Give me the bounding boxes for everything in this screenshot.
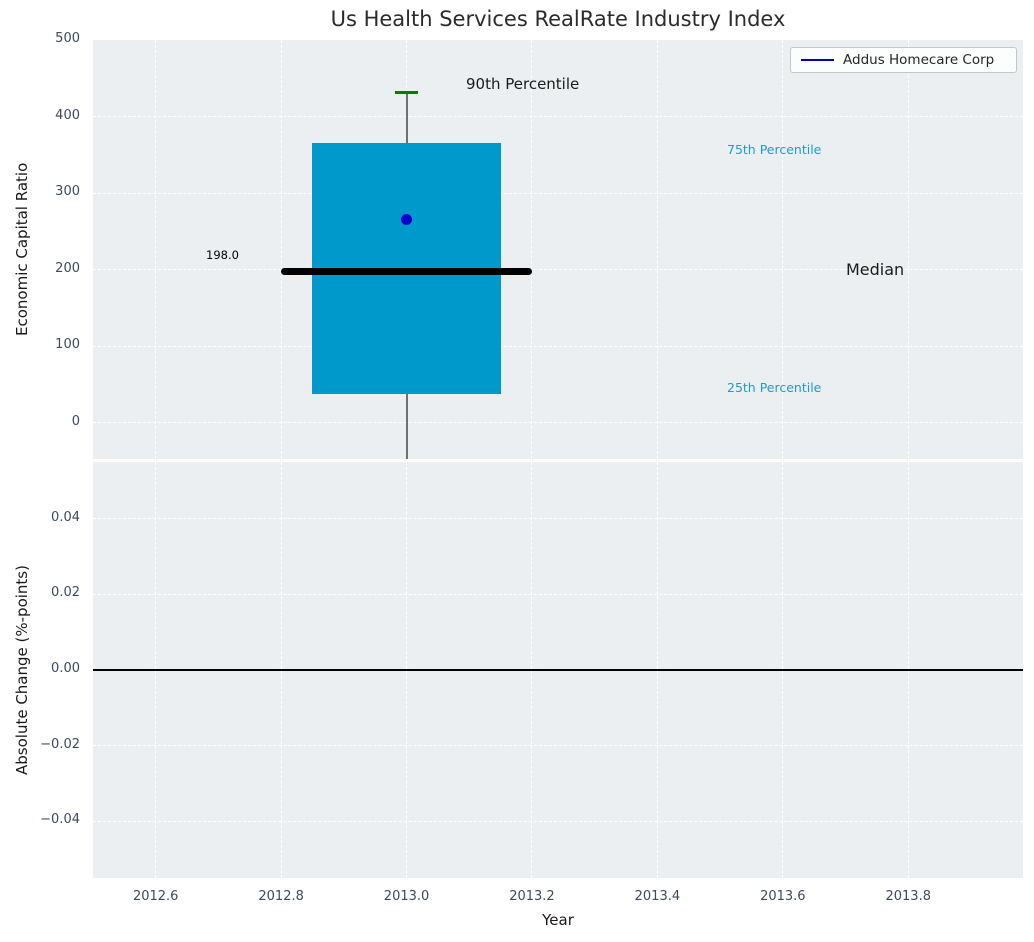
x-tick-label: 2013.2 — [509, 889, 555, 904]
x-tick-label: 2012.8 — [258, 889, 304, 904]
x-tick-label: 2012.6 — [132, 889, 179, 904]
bottom-y-tick-label: −0.02 — [40, 736, 80, 752]
median-line — [281, 267, 532, 275]
bottom-y-tick-label: 0.04 — [51, 509, 80, 525]
top-horizontal-gridline — [93, 345, 1023, 347]
x-tick-label: 2013.6 — [760, 889, 806, 904]
top-y-axis-label: Economic Capital Ratio — [13, 162, 31, 337]
bottom-plot-area — [93, 462, 1023, 878]
top-horizontal-gridline — [93, 422, 1023, 424]
top-horizontal-gridline — [93, 116, 1023, 118]
top-y-tick-label: 500 — [55, 31, 80, 46]
top-horizontal-gridline — [93, 269, 1023, 271]
top-vertical-gridline — [656, 40, 658, 459]
top-y-tick-label: 0 — [71, 413, 80, 429]
top-y-tick-label: 300 — [55, 184, 80, 200]
annotation-median: Median — [846, 260, 905, 279]
annotation-90th-percentile: 90th Percentile — [466, 75, 580, 93]
company-data-point — [401, 214, 413, 226]
bottom-y-tick-label: −0.04 — [40, 812, 80, 828]
bottom-horizontal-gridline — [93, 820, 1023, 822]
x-axis-label: Year — [542, 911, 574, 929]
x-tick-label: 2013.4 — [634, 889, 681, 904]
top-vertical-gridline — [907, 40, 909, 459]
bottom-horizontal-gridline — [93, 745, 1023, 747]
legend-entry-label: Addus Homecare Corp — [843, 52, 995, 68]
x-tick-label: 2013.8 — [885, 889, 931, 904]
bottom-y-tick-label: 0.02 — [51, 585, 80, 601]
top-vertical-gridline — [531, 40, 533, 459]
bottom-horizontal-gridline — [93, 593, 1023, 595]
top-vertical-gridline — [155, 40, 157, 459]
top-y-tick-label: 200 — [55, 260, 80, 276]
top-y-tick-label: 400 — [55, 107, 80, 123]
top-y-tick-label: 100 — [55, 337, 80, 353]
top-horizontal-gridline — [93, 192, 1023, 194]
annotation-25th-percentile: 25th Percentile — [727, 380, 822, 395]
bottom-horizontal-gridline — [93, 518, 1023, 520]
legend-line-swatch-icon — [801, 59, 834, 61]
chart-title: Us Health Services RealRate Industry Ind… — [330, 7, 786, 31]
bottom-y-tick-label: 0.00 — [51, 661, 80, 676]
p90-whisker-cap — [395, 91, 418, 95]
top-vertical-gridline — [782, 40, 784, 459]
zero-change-line — [93, 669, 1023, 671]
annotation-75th-percentile: 75th Percentile — [727, 142, 822, 157]
annotation-median-value: 198.0 — [206, 248, 239, 262]
top-plot-area — [93, 40, 1023, 459]
top-vertical-gridline — [280, 40, 282, 459]
legend: Addus Homecare Corp — [790, 47, 1017, 73]
x-tick-label: 2013.0 — [383, 889, 430, 904]
